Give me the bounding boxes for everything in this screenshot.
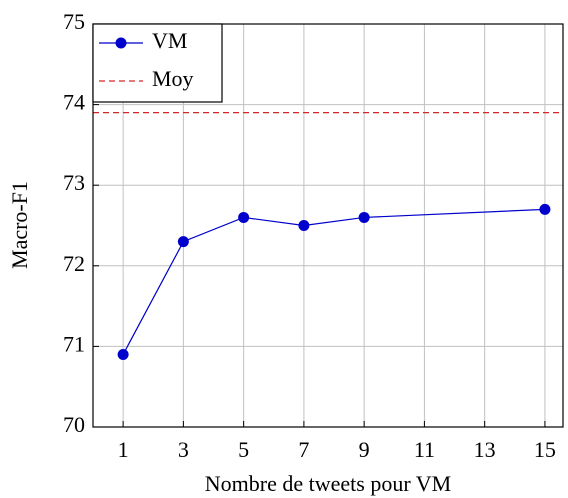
x-tick-label: 13: [474, 437, 496, 462]
data-point: [298, 220, 310, 231]
legend-box: [92, 23, 223, 103]
x-axis-label: Nombre de tweets pour VM: [205, 471, 451, 496]
x-tick-label: 15: [534, 437, 556, 462]
x-tick-label: 9: [359, 437, 370, 462]
x-tick-label: 7: [298, 437, 309, 462]
data-point: [117, 348, 129, 360]
x-tick-label: 3: [178, 437, 189, 462]
legend-label: VM: [152, 28, 187, 53]
y-tick-label: 75: [63, 9, 85, 34]
data-point: [539, 203, 551, 215]
y-tick-label: 72: [63, 251, 85, 276]
data-point: [358, 211, 370, 223]
y-axis-label: Macro-F1: [7, 181, 32, 269]
y-tick-label: 74: [63, 90, 85, 115]
y-tick-label: 70: [63, 412, 85, 437]
y-tick-label: 71: [63, 331, 85, 356]
data-point: [238, 211, 250, 223]
x-tick-label: 11: [414, 437, 435, 462]
x-tick-label: 1: [118, 437, 129, 462]
data-point: [177, 236, 189, 248]
legend-label: Moy: [152, 66, 194, 91]
series-line: [122, 208, 545, 355]
legend-marker: [115, 37, 127, 49]
plot-frame: [92, 23, 564, 428]
x-tick-label: 5: [238, 437, 249, 462]
y-tick-label: 73: [63, 170, 85, 195]
